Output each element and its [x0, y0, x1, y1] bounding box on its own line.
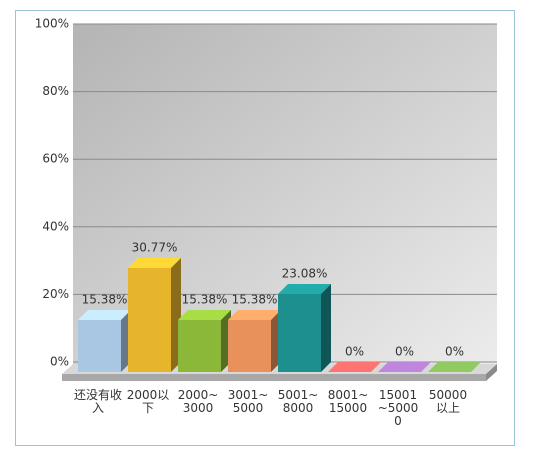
value-label: 30.77%	[132, 240, 178, 254]
bar-side	[321, 283, 331, 372]
x-tick-label: 2000~3000	[177, 388, 219, 415]
bar-top	[278, 283, 331, 294]
x-tick-label: 5001~8000	[277, 388, 319, 415]
bar-top	[128, 257, 181, 268]
value-label: 0%	[395, 345, 414, 359]
floor-side	[486, 364, 497, 381]
x-tick-label: 50000以上	[428, 388, 468, 415]
bar	[278, 293, 321, 372]
x-tick-label: 8001~15000	[327, 388, 369, 415]
bar-top	[228, 310, 281, 321]
bar-top	[378, 362, 431, 372]
bar	[128, 267, 171, 372]
x-tick-label: 还没有收入	[74, 388, 123, 415]
y-tick-label: 40%	[42, 219, 69, 233]
bar	[78, 320, 121, 372]
x-tick-label: 2000以下	[126, 388, 170, 415]
x-tick-label: 3001~5000	[227, 388, 269, 415]
y-tick-label: 20%	[42, 287, 69, 301]
bar-top	[78, 310, 131, 321]
value-label: 15.38%	[82, 293, 128, 307]
value-label: 23.08%	[282, 266, 328, 280]
bar-top	[428, 362, 481, 372]
y-tick-label: 100%	[35, 17, 69, 31]
bar	[228, 320, 271, 372]
y-tick-label: 60%	[42, 152, 69, 166]
y-tick-label: 0%	[50, 355, 69, 369]
value-label: 0%	[345, 345, 364, 359]
y-tick-label: 80%	[42, 84, 69, 98]
bar-top	[178, 310, 231, 321]
value-label: 15.38%	[182, 293, 228, 307]
bar-top	[328, 362, 381, 372]
x-tick-label: 15001~50000	[377, 388, 419, 428]
floor-front	[62, 374, 486, 381]
bar	[178, 320, 221, 372]
value-label: 0%	[445, 345, 464, 359]
value-label: 15.38%	[232, 293, 278, 307]
